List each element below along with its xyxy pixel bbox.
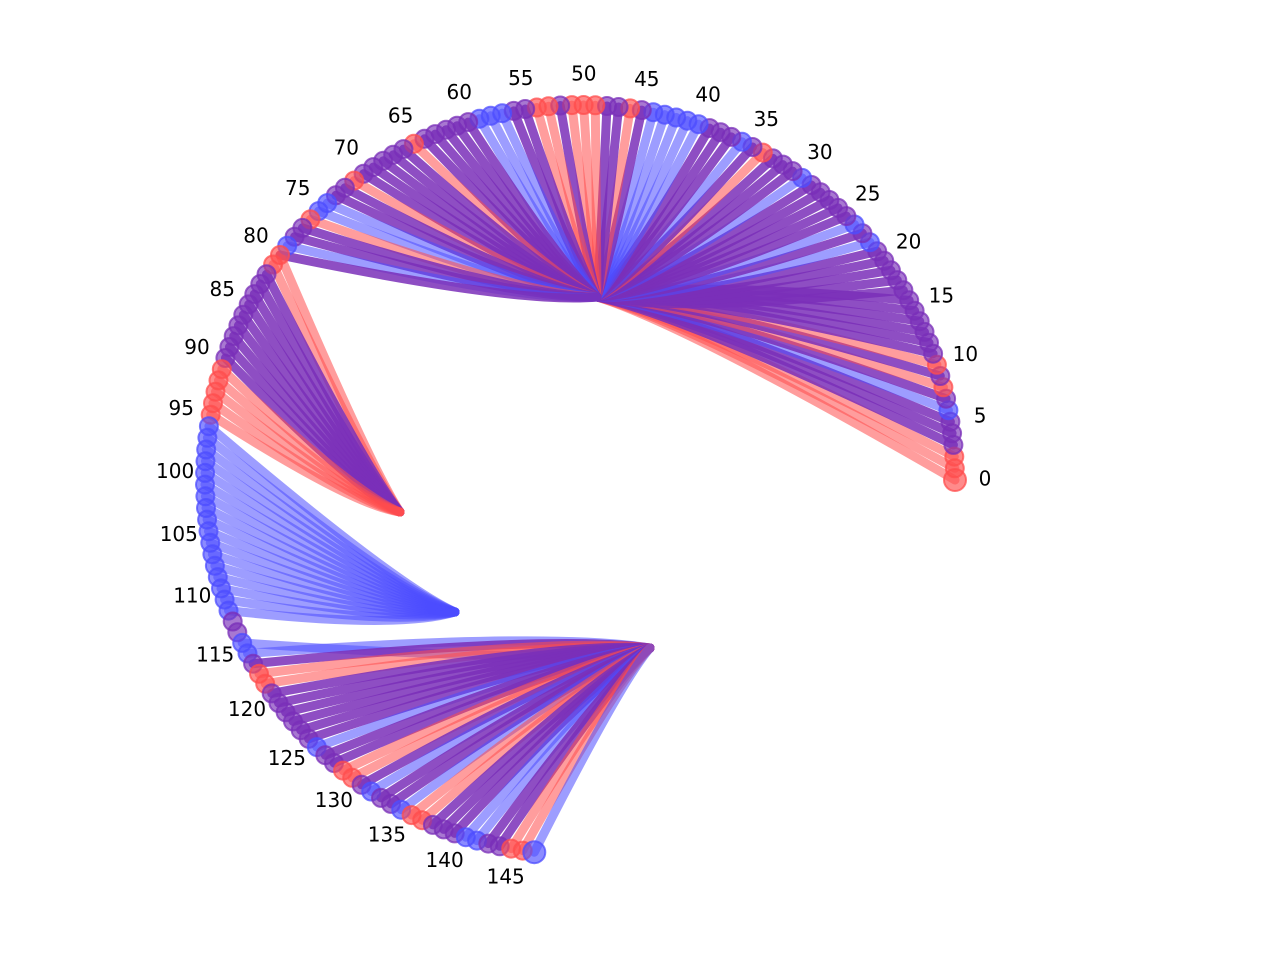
tick-label-145: 145: [487, 865, 525, 889]
tick-label-120: 120: [228, 697, 266, 721]
tick-label-105: 105: [160, 522, 198, 546]
tick-label-10: 10: [953, 342, 978, 366]
chord-lower-right-32: [529, 643, 655, 857]
tick-label-65: 65: [388, 103, 413, 127]
node-layer: [195, 95, 967, 865]
tick-label-50: 50: [571, 62, 596, 86]
tick-label-20: 20: [896, 230, 921, 254]
chord-layer: [200, 100, 960, 857]
tick-label-15: 15: [929, 284, 954, 308]
tick-label-0: 0: [979, 467, 992, 491]
tick-label-110: 110: [173, 584, 211, 608]
tick-label-80: 80: [243, 224, 268, 248]
chord-lower-left-16: [224, 606, 460, 625]
tick-label-100: 100: [156, 459, 194, 483]
tick-label-40: 40: [695, 82, 720, 106]
tick-label-55: 55: [508, 66, 533, 90]
tick-label-45: 45: [634, 67, 659, 91]
tick-label-70: 70: [334, 136, 359, 160]
tick-label-35: 35: [754, 107, 779, 131]
tick-label-30: 30: [807, 140, 832, 164]
tick-label-130: 130: [315, 788, 353, 812]
tick-label-5: 5: [974, 404, 987, 428]
tick-label-135: 135: [368, 823, 406, 847]
tick-label-25: 25: [855, 182, 880, 206]
tick-label-90: 90: [184, 335, 209, 359]
node-147: [522, 840, 547, 865]
tick-label-115: 115: [196, 642, 234, 666]
tick-label-75: 75: [285, 176, 310, 200]
tick-label-85: 85: [209, 277, 234, 301]
tick-label-95: 95: [168, 396, 193, 420]
chord-left-15: [206, 410, 405, 517]
tick-label-60: 60: [446, 80, 471, 104]
label-layer: 0 5 10 15 20 25 30 35 40 45 50 55 60 65 70 75 80 85 90 95 10…: [156, 62, 991, 889]
tick-label-140: 140: [426, 848, 464, 872]
chord-upper-80: [275, 250, 602, 303]
tick-label-125: 125: [268, 746, 306, 770]
